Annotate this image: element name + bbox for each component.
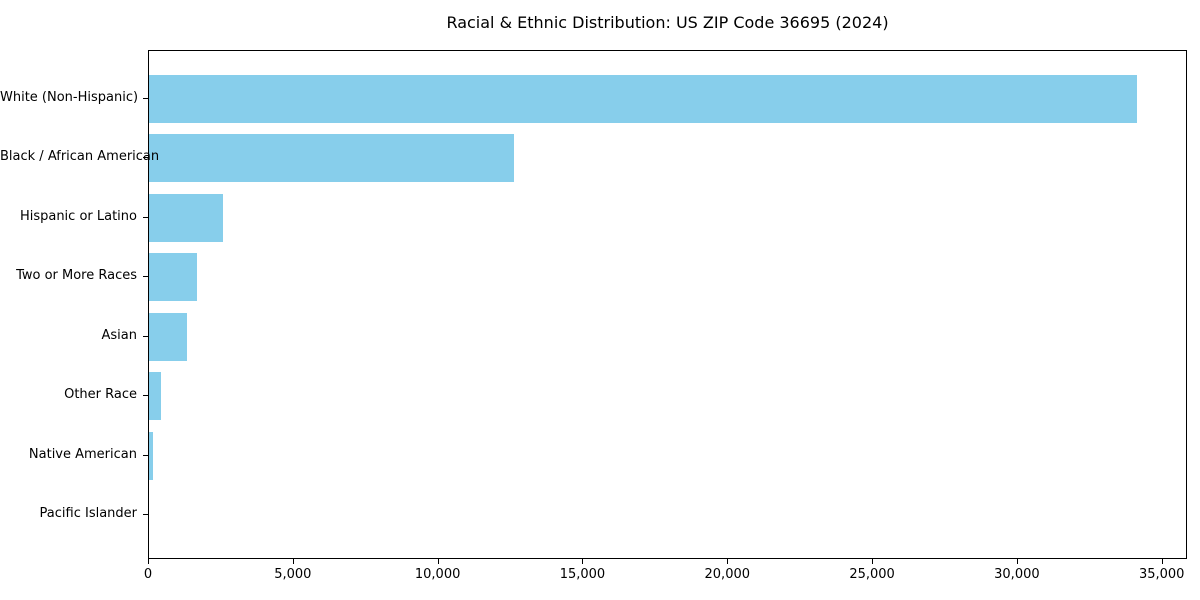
y-tick-label: Native American	[28, 446, 137, 462]
x-tick-label: 30,000	[994, 567, 1040, 582]
x-tick-mark	[1016, 559, 1018, 564]
y-tick-label: Other Race	[64, 387, 137, 403]
x-tick-label: 0	[143, 567, 153, 582]
x-tick-label: 25,000	[849, 567, 895, 582]
x-tick-label: 20,000	[704, 567, 751, 582]
y-tick-mark	[143, 276, 148, 278]
x-tick-mark	[872, 559, 874, 564]
x-tick-mark	[1161, 559, 1163, 564]
y-tick-mark	[143, 216, 148, 218]
y-tick-label: Black / African American	[0, 149, 160, 165]
y-tick-label: White (Non-Hispanic)	[0, 89, 139, 105]
x-tick-mark	[292, 559, 294, 564]
y-tick-label: Asian	[101, 327, 137, 343]
x-tick-mark	[727, 559, 729, 564]
chart-title: Racial & Ethnic Distribution: US ZIP Cod…	[446, 13, 889, 32]
y-tick-label: Pacific Islander	[39, 506, 137, 522]
y-tick-mark	[143, 395, 148, 397]
x-tick-mark	[148, 559, 149, 564]
bar-black-african-american	[149, 134, 514, 183]
x-tick-label: 35,000	[1138, 567, 1185, 582]
bar-native-american	[149, 431, 154, 480]
y-tick-mark	[143, 157, 148, 159]
y-tick-mark	[143, 335, 148, 337]
bar-asian	[149, 312, 187, 361]
y-tick-mark	[143, 454, 148, 456]
y-tick-label: Hispanic or Latino	[19, 208, 137, 224]
x-tick-label: 5,000	[274, 567, 312, 582]
bar-two-or-more-races	[149, 253, 197, 302]
bar-other-race	[149, 372, 161, 421]
x-tick-mark	[437, 559, 439, 564]
y-tick-mark	[143, 514, 148, 516]
y-tick-mark	[143, 97, 148, 99]
x-tick-mark	[582, 559, 584, 564]
x-tick-label: 15,000	[559, 567, 606, 582]
bar-hispanic-or-latino	[149, 193, 223, 242]
bar-white-non-hispanic	[149, 74, 1137, 123]
plot-area	[148, 50, 1187, 559]
y-tick-label: Two or More Races	[16, 268, 137, 284]
x-tick-label: 10,000	[414, 567, 461, 582]
